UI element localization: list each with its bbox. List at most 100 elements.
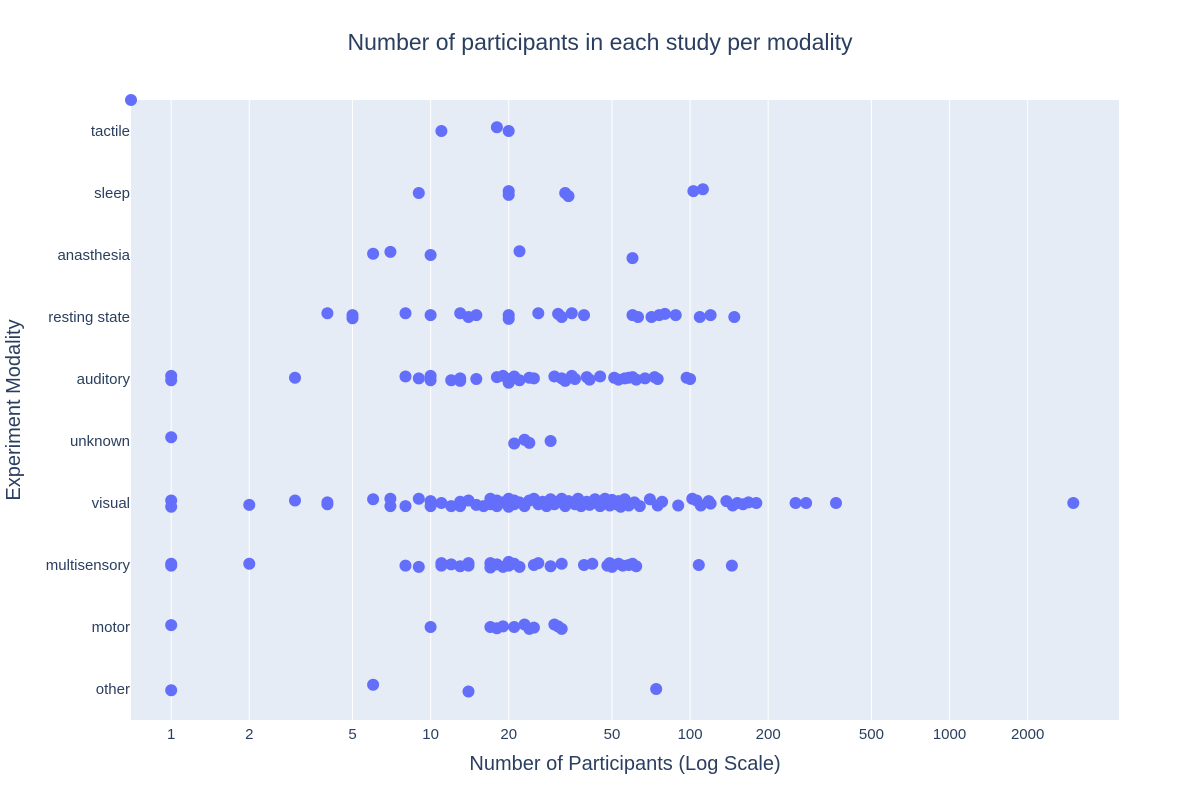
y-tick-label: sleep [94, 185, 130, 202]
data-point [165, 619, 178, 632]
data-point [399, 370, 412, 383]
x-tick-label: 20 [500, 726, 517, 743]
data-point [586, 557, 599, 570]
x-gridlines [170, 100, 1029, 720]
data-point [669, 309, 682, 322]
data-point [513, 245, 526, 258]
x-tick-label: 200 [756, 726, 781, 743]
data-point [399, 559, 412, 572]
data-point [626, 252, 639, 265]
data-point [490, 121, 503, 134]
data-point [527, 372, 540, 385]
data-point [696, 183, 709, 196]
data-point [412, 492, 425, 505]
data-point [630, 373, 643, 386]
data-point [399, 500, 412, 513]
data-point [346, 312, 359, 325]
data-point [728, 311, 741, 323]
data-point [523, 436, 536, 449]
data-point [565, 307, 578, 320]
data-point [243, 557, 256, 570]
y-axis-title: Experiment Modality [3, 319, 25, 500]
data-point [424, 500, 437, 513]
data-point [687, 185, 700, 198]
data-point [435, 559, 448, 572]
y-tick-label: auditory [77, 371, 131, 388]
data-point [630, 560, 643, 573]
data-point [445, 500, 458, 513]
data-point [555, 557, 568, 570]
data-point [424, 309, 437, 322]
data-point [594, 370, 607, 383]
chart-title: Number of participants in each study per… [348, 29, 853, 55]
data-point [830, 497, 842, 509]
data-point [502, 188, 515, 201]
x-tick-label: 2 [245, 726, 253, 743]
data-point [684, 373, 697, 385]
data-point [435, 497, 448, 509]
data-point [508, 437, 521, 450]
data-point [424, 249, 437, 261]
data-point [562, 190, 575, 203]
data-point [165, 431, 178, 444]
data-point [424, 621, 437, 633]
y-tick-label: anasthesia [57, 247, 130, 264]
data-point [289, 371, 301, 384]
data-point [789, 497, 802, 509]
data-point [639, 372, 651, 385]
data-point [399, 307, 412, 320]
data-point [672, 499, 685, 512]
data-point [497, 620, 509, 633]
data-point [243, 498, 256, 511]
data-point [633, 500, 646, 513]
data-point [527, 621, 540, 634]
data-point [651, 373, 664, 385]
data-point [578, 309, 590, 322]
data-point [412, 187, 425, 199]
data-point [502, 312, 515, 325]
y-tick-label: motor [92, 619, 130, 636]
data-point [367, 247, 380, 260]
data-point [650, 683, 663, 695]
data-point [532, 557, 545, 570]
data-point [632, 311, 644, 323]
x-tick-label: 2000 [1011, 726, 1044, 743]
data-point [656, 495, 669, 508]
plot-background [131, 100, 1119, 720]
data-point [1067, 497, 1080, 509]
data-point [544, 560, 557, 573]
data-point [692, 559, 705, 571]
data-points [125, 94, 1080, 698]
data-point [424, 374, 437, 387]
data-point [508, 621, 521, 633]
x-tick-label: 100 [678, 726, 703, 743]
data-point [470, 309, 483, 322]
x-tick-label: 5 [348, 726, 356, 743]
data-point [165, 500, 178, 513]
x-tick-label: 1 [167, 726, 175, 743]
data-point [289, 494, 301, 507]
data-point [462, 685, 475, 698]
data-point [454, 374, 467, 387]
data-point [462, 559, 475, 572]
data-point [384, 245, 397, 258]
x-tick-label: 10 [422, 726, 439, 743]
y-tick-labels: tactile sleep anasthesia resting state audit… [46, 123, 131, 698]
data-point [165, 684, 178, 697]
y-tick-label: resting state [48, 309, 130, 326]
y-tick-label: other [96, 681, 130, 698]
data-point [384, 500, 397, 513]
data-point [513, 560, 526, 573]
data-point [800, 497, 813, 509]
x-tick-label: 500 [859, 726, 884, 743]
data-point [435, 125, 448, 137]
x-tick-label: 1000 [933, 726, 966, 743]
data-point [165, 374, 178, 387]
x-axis-title: Number of Participants (Log Scale) [469, 753, 780, 775]
data-point [704, 497, 717, 510]
data-point [412, 560, 425, 573]
y-tick-label: visual [92, 495, 130, 512]
data-point [693, 311, 706, 323]
data-point [532, 307, 545, 320]
